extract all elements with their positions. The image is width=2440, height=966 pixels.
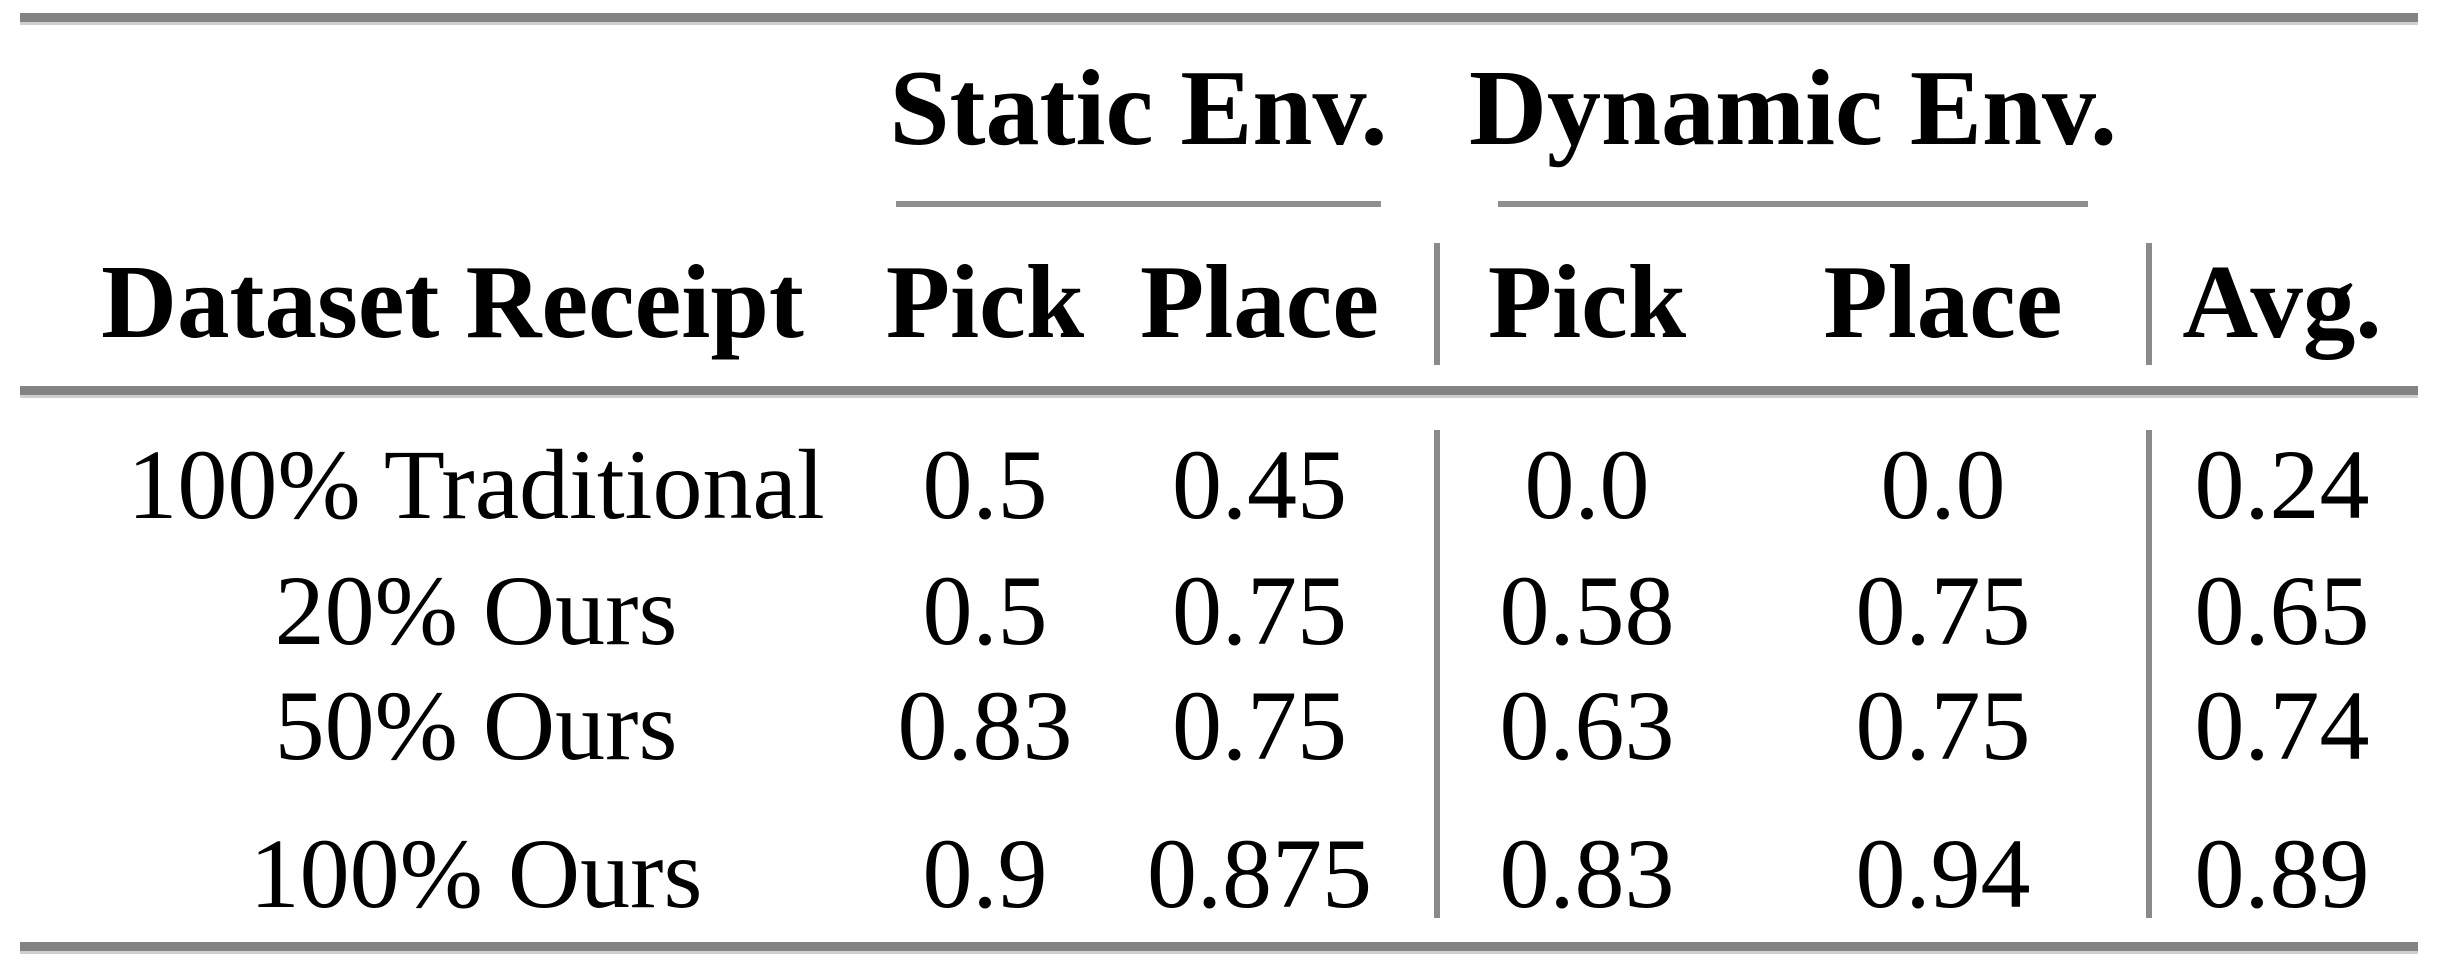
cell-static-place: 0.75 [1172, 555, 1347, 666]
row-label: 20% Ours [274, 555, 678, 666]
cell-dynamic-pick: 0.83 [1499, 817, 1675, 929]
group-header-dynamic-env: Dynamic Env. [1468, 49, 2118, 168]
group-header-static-cell: Static Env. [885, 13, 1434, 207]
cell-avg: 0.89 [2194, 817, 2370, 929]
table-row: 100% Ours 0.9 0.875 0.83 0.94 0.89 [20, 783, 2418, 966]
cell-static-place: 0.45 [1172, 428, 1347, 540]
cell-dynamic-pick: 0.58 [1499, 555, 1675, 666]
column-separator-avg [2146, 243, 2152, 365]
cell-dynamic-place: 0.75 [1855, 670, 2031, 781]
group-header-spacer [2146, 13, 2418, 207]
cell-static-pick: 0.5 [922, 555, 1048, 666]
table-header-rule [20, 386, 2418, 395]
group-header-dynamic-cell: Dynamic Env. [1434, 13, 2146, 207]
column-header-dynamic-place: Place [1823, 242, 2063, 360]
cell-avg: 0.24 [2194, 428, 2370, 540]
cell-static-place: 0.875 [1147, 817, 1372, 929]
column-header-dataset: Dataset Receipt [101, 242, 804, 360]
cell-static-pick: 0.5 [922, 428, 1048, 540]
table-top-rule [20, 13, 2418, 22]
cell-dynamic-pick: 0.0 [1524, 428, 1650, 540]
column-header-row: Dataset Receipt Pick Place Pick Place Av… [20, 207, 2418, 395]
column-separator-static-dynamic [1434, 243, 1440, 365]
column-header-avg: Avg. [2182, 242, 2382, 360]
cell-static-place: 0.75 [1172, 670, 1347, 781]
row-label: 100% Ours [249, 817, 703, 929]
group-header-static-env: Static Env. [889, 49, 1388, 168]
cell-dynamic-place: 0.0 [1880, 428, 2006, 540]
table-bottom-rule [20, 942, 2418, 951]
row-label: 50% Ours [274, 670, 678, 781]
row-label: 100% Traditional [127, 428, 825, 540]
cell-dynamic-place: 0.75 [1855, 555, 2031, 666]
table-row: 20% Ours 0.5 0.75 0.58 0.75 0.65 [20, 553, 2418, 668]
cell-static-pick: 0.9 [922, 817, 1048, 929]
cell-dynamic-place: 0.94 [1855, 817, 2031, 929]
column-header-static-place: Place [1139, 242, 1380, 360]
cell-static-pick: 0.83 [897, 670, 1073, 781]
column-separator-avg [2146, 430, 2152, 918]
results-table: Static Env. Dynamic Env. Dataset Receipt… [20, 13, 2418, 966]
table-row: 50% Ours 0.83 0.75 0.63 0.75 0.74 [20, 668, 2418, 783]
group-header-spacer [20, 13, 885, 207]
column-header-static-pick: Pick [885, 242, 1085, 360]
cell-dynamic-pick: 0.63 [1499, 670, 1675, 781]
column-header-dynamic-pick: Pick [1487, 242, 1687, 360]
column-separator-static-dynamic [1434, 430, 1440, 918]
table-row: 100% Traditional 0.5 0.45 0.0 0.0 0.24 [20, 395, 2418, 553]
dynamic-env-cmidrule: Dynamic Env. [1469, 13, 2117, 207]
cell-avg: 0.74 [2194, 670, 2370, 781]
group-header-row: Static Env. Dynamic Env. [20, 13, 2418, 207]
static-env-cmidrule: Static Env. [889, 13, 1388, 207]
cell-avg: 0.65 [2194, 555, 2370, 666]
